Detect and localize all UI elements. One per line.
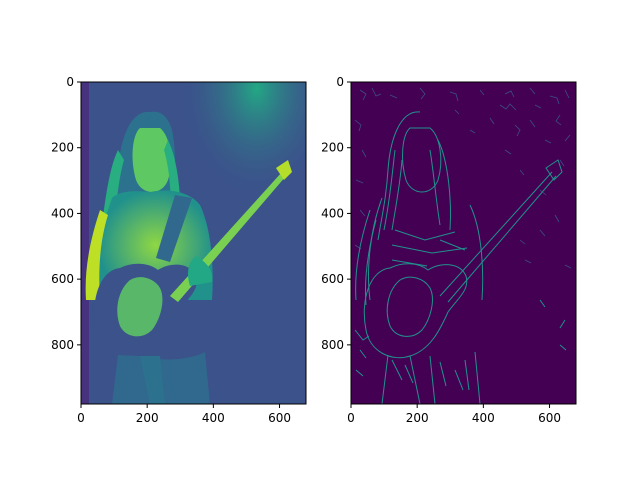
left-x-tick-label: 600 <box>268 411 291 425</box>
right-axes-frame <box>350 81 577 405</box>
left-y-tick-label: 0 <box>66 75 74 89</box>
left-y-axis: 0 200 400 600 800 <box>51 75 81 352</box>
right-x-tick-label: 400 <box>472 411 495 425</box>
left-x-tick-label: 400 <box>202 411 225 425</box>
right-image-panel: 0 200 400 600 0 200 400 600 800 <box>321 75 577 425</box>
left-y-tick-label: 200 <box>51 141 74 155</box>
right-x-tick-label: 200 <box>406 411 429 425</box>
right-y-tick-label: 600 <box>321 272 344 286</box>
right-x-axis: 0 200 400 600 <box>347 404 561 425</box>
right-x-tick-label: 0 <box>347 411 355 425</box>
right-y-tick-label: 400 <box>321 206 344 220</box>
left-image <box>81 82 306 404</box>
right-image <box>351 82 576 404</box>
right-y-tick-label: 200 <box>321 141 344 155</box>
left-x-tick-label: 0 <box>77 411 85 425</box>
left-image-panel: 0 200 400 600 0 200 400 600 800 <box>51 75 307 425</box>
left-y-tick-label: 400 <box>51 206 74 220</box>
left-y-tick-label: 600 <box>51 272 74 286</box>
right-y-axis: 0 200 400 600 800 <box>321 75 351 352</box>
right-y-tick-label: 800 <box>321 338 344 352</box>
left-x-tick-label: 200 <box>136 411 159 425</box>
right-y-tick-label: 0 <box>336 75 344 89</box>
left-y-tick-label: 800 <box>51 338 74 352</box>
left-x-axis: 0 200 400 600 <box>77 404 291 425</box>
right-x-tick-label: 600 <box>538 411 561 425</box>
left-axes-frame <box>80 81 307 405</box>
